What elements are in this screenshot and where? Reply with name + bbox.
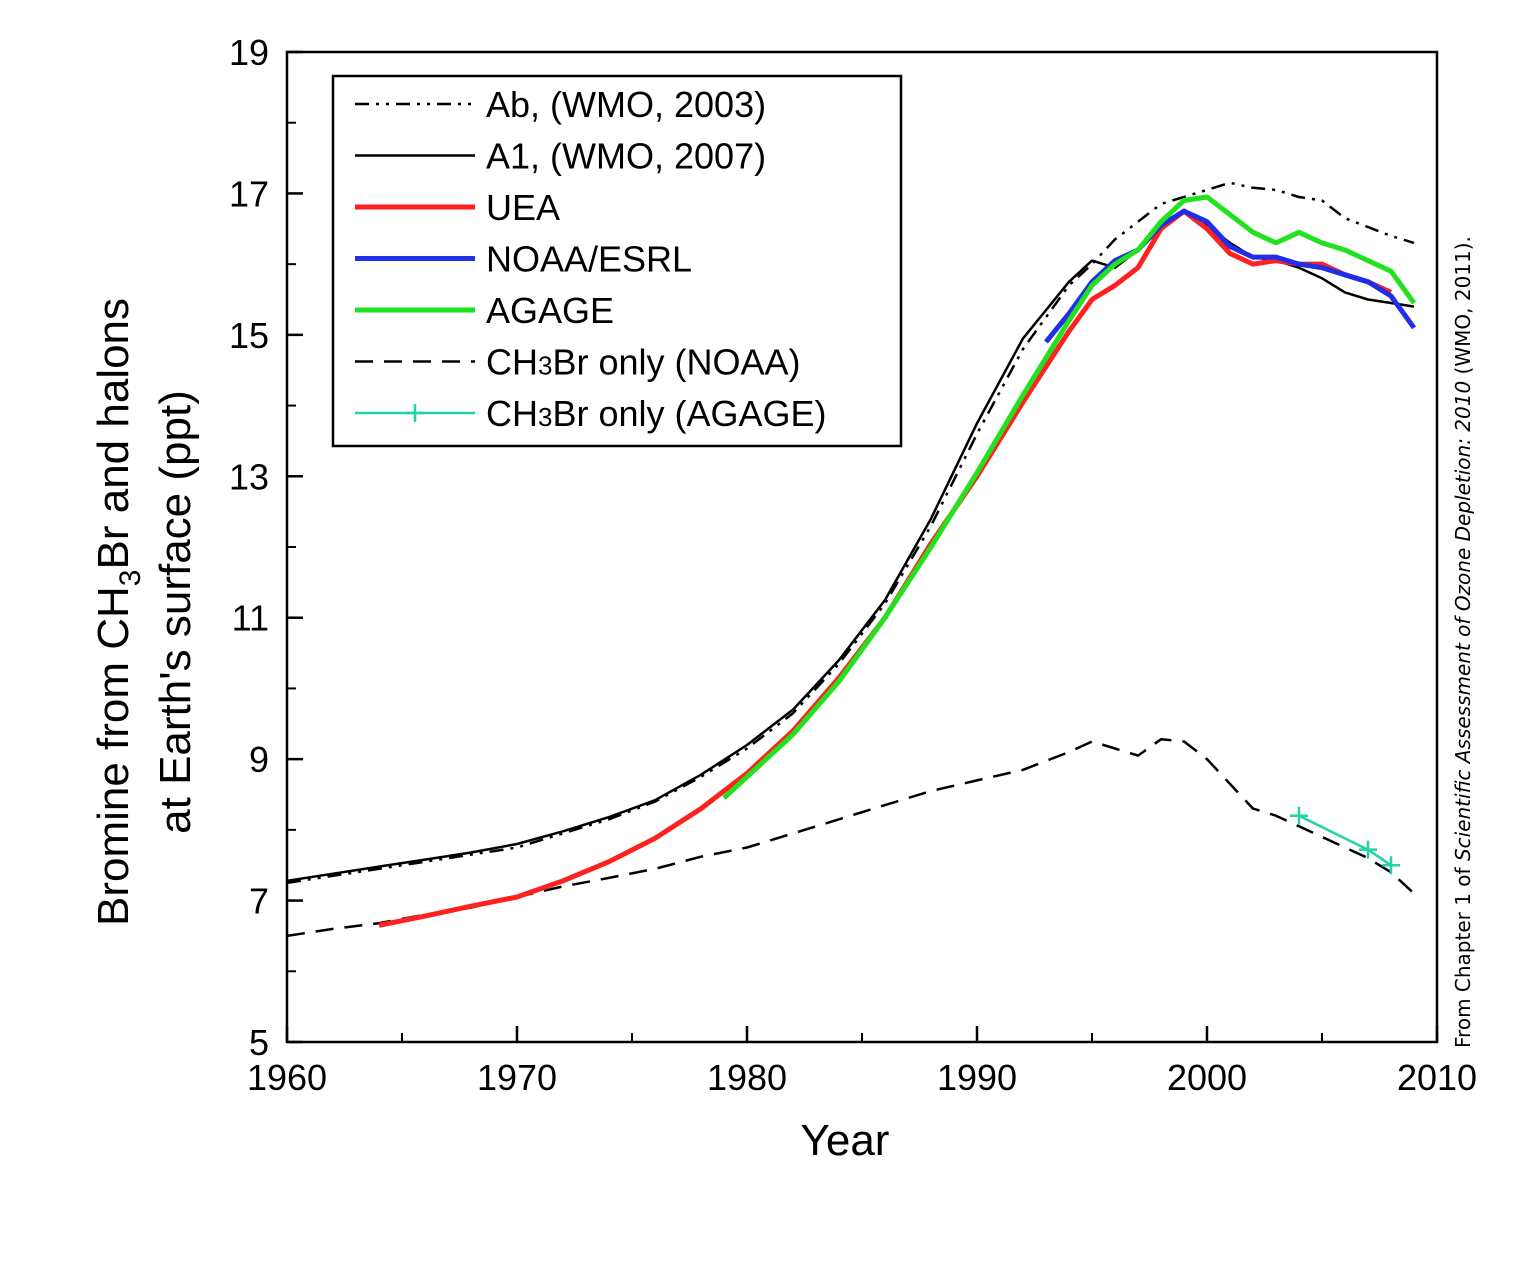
y-axis-title-line1-prefix: Bromine from CH <box>89 586 138 926</box>
series-point-marker <box>1359 840 1377 859</box>
y-tick-label: 7 <box>249 881 269 922</box>
legend-label: UEA <box>486 187 560 228</box>
x-tick-label: 1970 <box>477 1057 557 1098</box>
y-tick-label: 5 <box>249 1022 269 1063</box>
credit-prefix: From Chapter 1 of <box>1451 861 1475 1048</box>
legend-label: Ab, (WMO, 2003) <box>486 84 766 125</box>
y-axis-title: Bromine from CH3Br and halons at Earth's… <box>89 298 200 926</box>
x-tick-label: 2010 <box>1397 1057 1477 1098</box>
svg-text:Bromine from CH3Br and halons: Bromine from CH3Br and halons <box>89 298 147 926</box>
legend-label: CH3Br only (AGAGE) <box>486 393 827 434</box>
series-line-ch3br-only-agage <box>1298 814 1392 867</box>
y-tick-label: 17 <box>229 173 269 214</box>
legend-label: A1, (WMO, 2007) <box>486 136 766 177</box>
x-tick-label: 1990 <box>937 1057 1017 1098</box>
series-point-marker <box>1382 856 1400 875</box>
legend: Ab, (WMO, 2003) A1, (WMO, 2007) UEA NOAA/ES… <box>331 74 903 448</box>
series-point-marker <box>1290 806 1308 825</box>
x-tick-label: 2000 <box>1167 1057 1247 1098</box>
axis-ticks: 1960 1970 1980 1990 2000 2010 5 7 9 11 13 15 17 19 <box>229 32 1477 1098</box>
svg-text:From Chapter 1 of Scientific A: From Chapter 1 of Scientific Assessment … <box>1451 236 1475 1048</box>
y-tick-label: 13 <box>229 456 269 497</box>
credit-suffix: (WMO, 2011). <box>1451 236 1475 381</box>
legend-label: AGAGE <box>486 290 614 331</box>
x-tick-label: 1980 <box>707 1057 787 1098</box>
y-tick-label: 19 <box>229 32 269 73</box>
series-line-agage <box>722 194 1417 800</box>
series-line-noaa-esrl <box>1044 208 1417 344</box>
series-line-uea <box>378 208 1393 928</box>
y-axis-title-line2: at Earth's surface (ppt) <box>151 390 200 834</box>
y-tick-label: 9 <box>249 739 269 780</box>
credit-italic: Scientific Assessment of Ozone Depletion… <box>1451 381 1475 861</box>
series-layer <box>286 181 1417 938</box>
y-tick-label: 15 <box>229 315 269 356</box>
legend-label: CH3Br only (NOAA) <box>486 342 801 383</box>
x-axis-title: Year <box>801 1116 890 1165</box>
y-tick-label: 11 <box>232 598 269 639</box>
x-tick-label: 1960 <box>247 1057 327 1098</box>
credit-note: From Chapter 1 of Scientific Assessment … <box>1451 236 1475 1048</box>
legend-label: NOAA/ESRL <box>486 239 692 280</box>
legend-swatch-marker <box>406 404 424 422</box>
series-line-ab-wmo-2003 <box>286 181 1415 885</box>
y-axis-title-line1-sub: 3 <box>114 570 147 587</box>
y-axis-title-line1-suffix: Br and halons <box>89 298 138 570</box>
series-line-ch3br-only-noaa <box>286 738 1415 938</box>
